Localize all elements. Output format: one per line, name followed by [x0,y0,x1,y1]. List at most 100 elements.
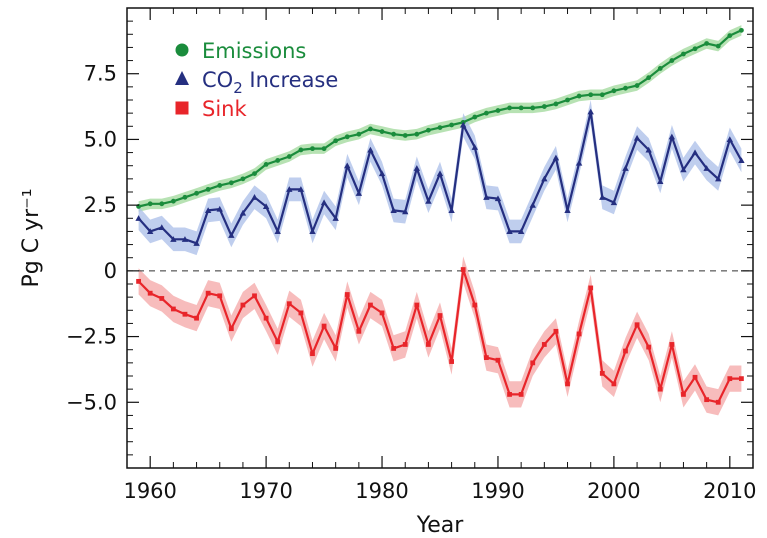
point-sink [437,313,443,318]
point-sink [576,331,582,337]
point-co2increase [541,175,548,182]
point-co2increase [297,186,305,192]
point-co2increase [564,207,571,213]
point-emissions [681,51,686,57]
point-emissions [333,138,339,144]
point-co2increase [483,194,490,200]
point-emissions [147,201,153,207]
point-sink [286,301,292,307]
x-tick-label: 2000 [587,479,640,503]
point-co2increase [146,228,154,234]
x-axis-title: Year [416,513,465,538]
point-co2increase [158,224,165,231]
point-emissions [275,158,281,163]
point-sink [298,310,304,316]
x-tick-label: 1970 [239,479,292,503]
point-co2increase [552,154,560,161]
point-emissions [252,171,257,177]
point-co2increase [402,208,409,215]
point-sink [727,376,733,382]
point-sink [252,293,257,299]
band-co2increase [138,100,742,256]
point-emissions [344,134,350,140]
x-tick-label: 1960 [123,479,176,503]
point-co2increase [575,159,583,166]
point-co2increase [344,162,351,169]
x-tick-label: 1990 [471,479,524,503]
point-co2increase [309,228,316,234]
point-co2increase [216,205,223,212]
legend-label-emissions: Emissions [202,39,306,63]
point-co2increase [587,108,594,115]
point-emissions [217,183,223,188]
point-co2increase [471,144,478,150]
point-emissions [298,147,304,153]
point-emissions [588,92,594,98]
point-emissions [321,146,327,152]
point-emissions [565,97,570,103]
point-sink [495,357,501,363]
point-sink [599,370,605,376]
y-tick-label: 7.5 [84,62,117,86]
point-emissions [240,176,246,182]
point-emissions [437,125,443,130]
point-co2increase [529,201,536,208]
legend-label-sink: Sink [202,97,247,121]
point-co2increase [517,228,525,234]
point-emissions [414,131,420,137]
point-sink [136,278,141,284]
point-sink [391,346,397,351]
point-co2increase [355,190,363,196]
legend-label-co-increase: CO2 Increase [202,68,338,97]
point-co2increase [738,157,745,164]
point-sink [530,360,536,366]
point-sink [159,296,165,301]
point-sink [310,351,315,357]
y-tick-label: 0 [104,259,117,283]
point-co2increase [459,121,467,128]
point-emissions [426,127,431,133]
point-co2increase [494,195,502,202]
series-markers [135,27,745,405]
point-co2increase [274,228,281,234]
point-emissions [391,131,397,137]
point-sink [449,359,454,364]
point-co2increase [320,199,328,206]
point-co2increase [506,228,513,234]
point-emissions [310,146,315,152]
point-emissions [541,104,547,109]
point-co2increase [436,170,444,177]
point-emissions [402,133,408,138]
point-emissions [634,83,640,88]
axis-ticks [126,8,754,468]
point-sink [483,355,489,360]
point-co2increase [170,236,177,242]
point-sink [518,392,524,397]
point-co2increase [726,136,734,142]
point-co2increase [228,232,235,238]
legend-label-text: Sink [202,97,247,121]
point-co2increase [668,133,676,140]
point-sink [414,302,420,308]
point-sink [263,315,269,321]
point-emissions [704,41,710,46]
legend-label-text: Emissions [202,39,306,63]
point-emissions [599,92,605,98]
point-emissions [356,131,362,137]
point-emissions [692,46,698,52]
point-emissions [159,201,165,207]
point-emissions [576,93,582,99]
plot-frame [126,7,754,469]
point-co2increase [181,236,189,242]
y-tick-label: 2.5 [84,193,117,217]
point-sink [240,302,246,308]
point-co2increase [645,146,652,153]
point-emissions [449,122,454,128]
point-sink [402,342,408,347]
point-co2increase [378,170,386,177]
point-co2increase [633,134,641,141]
point-co2increase [251,194,258,200]
point-sink [623,348,628,354]
point-co2increase [715,175,722,182]
